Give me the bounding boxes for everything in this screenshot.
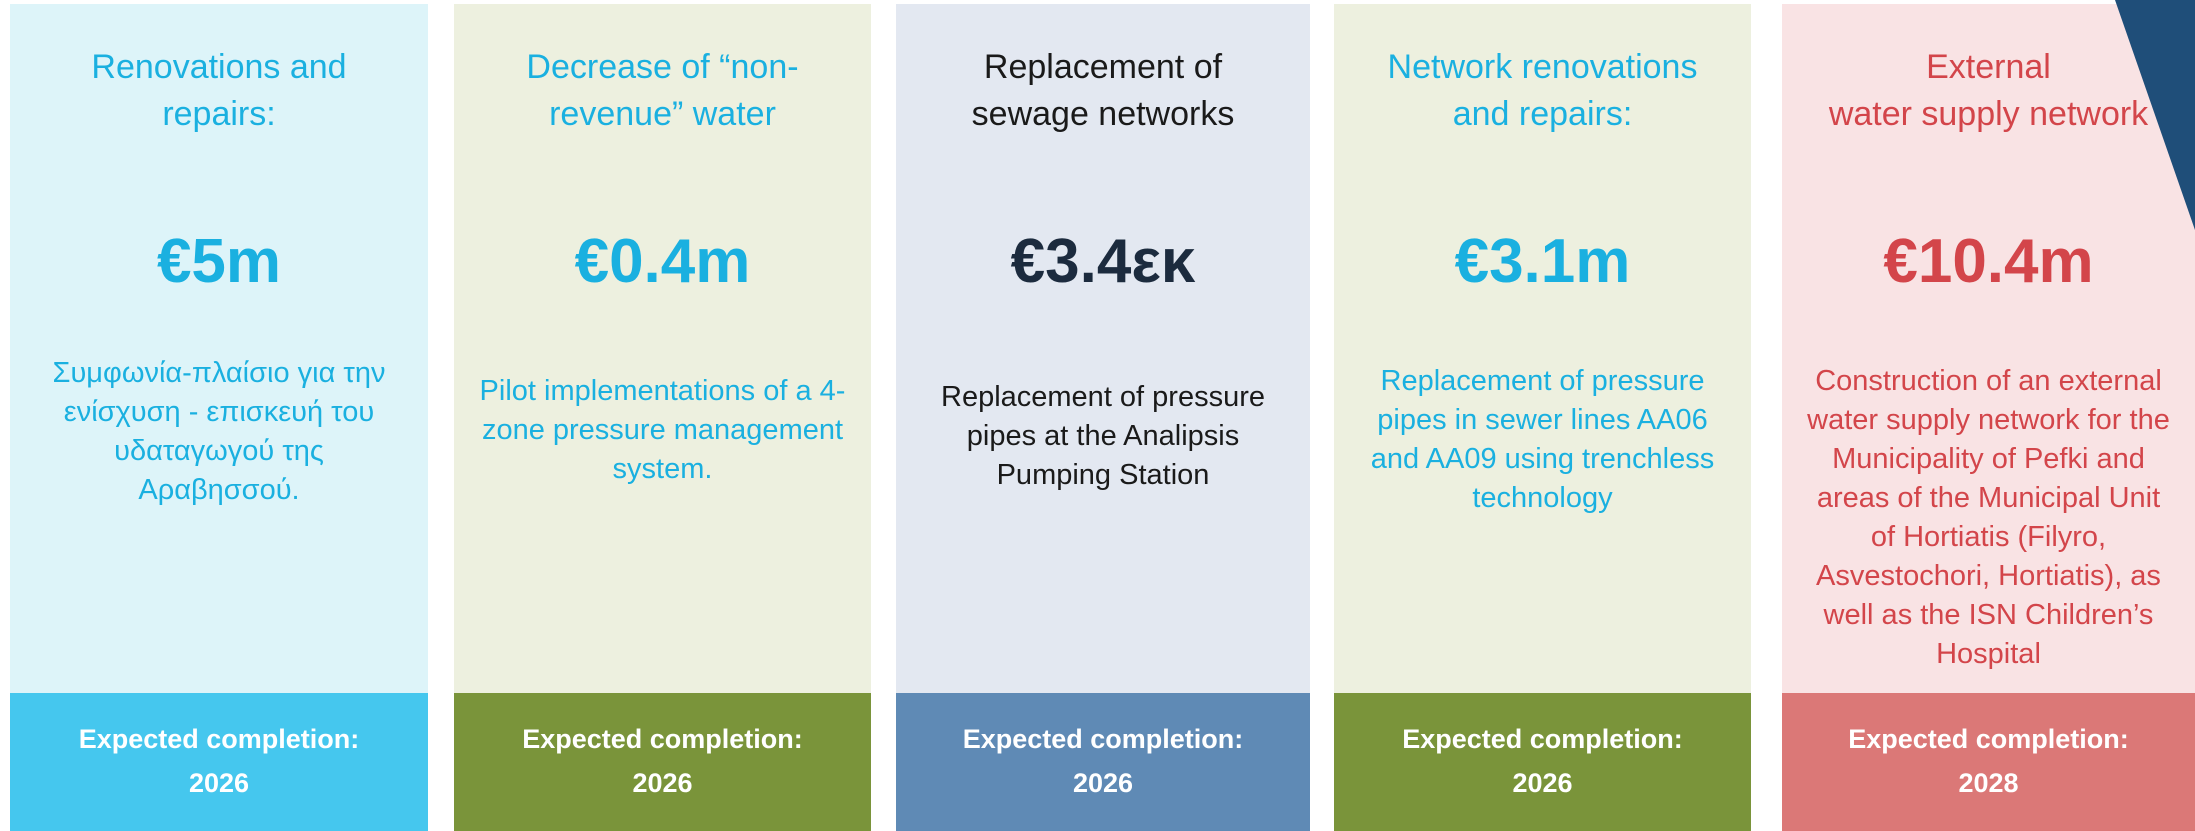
card: Decrease of “non-revenue” water €0.4m Pilo… (454, 4, 871, 831)
card: External water supply network €10.4m Constr… (1782, 4, 2195, 831)
card: Network renovations and repairs: €3.1m Repl… (1334, 4, 1751, 831)
description: Συμφωνία-πλαίσιο για την ενίσχυση - επισ… (52, 357, 386, 506)
card-title: Decrease of “non-revenue” water (454, 44, 871, 138)
title-line: Network renovations (1387, 48, 1698, 86)
completion-footer: Expected completion: 2026 (454, 693, 871, 831)
title-line: repairs: (162, 95, 276, 133)
completion-footer: Expected completion: 2026 (10, 693, 428, 831)
completion-year: 2026 (188, 768, 250, 798)
completion-label: Expected completion: (1402, 724, 1683, 754)
completion-year: 2026 (632, 768, 693, 798)
completion-footer: Expected completion: 2026 (1334, 693, 1751, 831)
completion-label: Expected completion: (962, 724, 1244, 754)
card: Replacement of sewage networks €3.4εκ Repla… (896, 4, 1310, 831)
description: Pilot implementations of a 4-zone pressu… (479, 375, 846, 485)
completion-year: 2026 (1512, 768, 1573, 798)
completion-footer: Expected completion: 2026 (896, 693, 1310, 831)
description: Replacement of pressure pipes in sewer l… (1370, 365, 1715, 514)
card-title: Replacement of sewage networks (896, 44, 1310, 138)
amount: €5m (156, 227, 282, 296)
card-title: Renovations and repairs: (10, 44, 428, 138)
title-line: Decrease of “non- (526, 48, 799, 86)
amount: €3.4εκ (1010, 227, 1196, 296)
title-line: External (1926, 48, 2051, 86)
corner-decoration (2115, 0, 2195, 230)
description: Replacement of pressure pipes at the Ana… (941, 381, 1265, 491)
amount: €0.4m (574, 227, 751, 296)
title-line: Replacement of (983, 48, 1223, 86)
completion-label: Expected completion: (1848, 724, 2129, 754)
completion-footer: Expected completion: 2028 (1782, 693, 2195, 831)
completion-label: Expected completion: (78, 724, 360, 754)
completion-label: Expected completion: (522, 724, 803, 754)
completion-year: 2026 (1072, 768, 1134, 798)
completion-year: 2028 (1958, 768, 2019, 798)
card: Renovations and repairs: €5m Συμφωνία-πλαίσ… (10, 4, 428, 831)
description: Construction of an external water supply… (1807, 365, 2170, 670)
card-title: External water supply network (1782, 44, 2195, 138)
title-line: sewage networks (971, 95, 1235, 133)
title-line: and repairs: (1452, 95, 1633, 133)
title-line: water supply network (1828, 95, 2149, 133)
title-line: revenue” water (549, 95, 776, 133)
title-line: Renovations and (91, 48, 347, 86)
card-title: Network renovations and repairs: (1334, 44, 1751, 138)
amount: €3.1m (1454, 227, 1631, 296)
amount: €10.4m (1883, 227, 2094, 296)
